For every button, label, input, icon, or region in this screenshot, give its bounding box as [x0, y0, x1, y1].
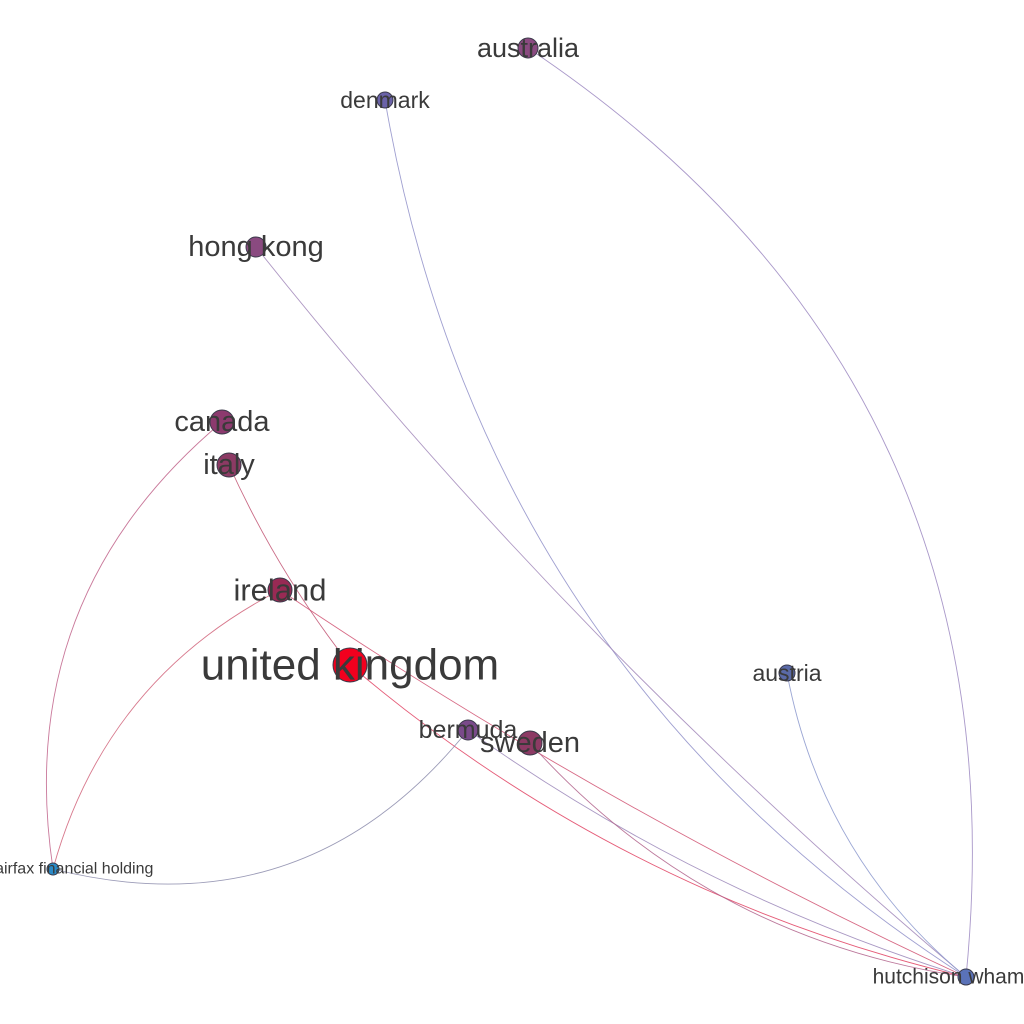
node-label-hong-kong: hong kong [188, 231, 323, 263]
node-label-australia: australia [477, 33, 580, 63]
node-denmark[interactable] [376, 91, 394, 109]
node-hong-kong[interactable] [245, 236, 267, 258]
edge-bermuda-hutchison [467, 729, 967, 978]
edge-austria-hutchison [786, 672, 967, 978]
node-austria[interactable] [778, 664, 796, 682]
node-label-fairfax: fairfax financial holding [0, 861, 153, 878]
node-label-canada: canada [174, 406, 270, 438]
edge-sweden-hutchison [529, 742, 967, 978]
node-label-united-kingdom: united kingdom [201, 641, 499, 690]
node-united-kingdom[interactable] [332, 647, 368, 683]
node-bermuda[interactable] [457, 719, 479, 741]
edges-layer [45, 47, 973, 978]
edge-hong-kong-hutchison [255, 246, 967, 978]
node-italy[interactable] [216, 452, 242, 478]
node-label-denmark: denmark [340, 87, 430, 113]
node-label-sweden: sweden [480, 727, 580, 759]
edge-ireland-fairfax [52, 589, 281, 870]
node-fairfax[interactable] [46, 862, 60, 876]
edge-canada-fairfax [45, 421, 223, 870]
edge-australia-hutchison [527, 47, 973, 978]
edge-fairfax-bermuda [52, 729, 469, 885]
nodes-layer [46, 37, 975, 986]
labels-layer: australia denmark hong kong canada italy irel… [0, 33, 1024, 989]
edge-italy-united-kingdom [228, 464, 351, 666]
node-label-ireland: ireland [233, 573, 326, 608]
node-label-bermuda: bermuda [419, 716, 518, 744]
edge-ireland-hutchison [279, 589, 967, 978]
node-label-hutchison: hutchison whampoa [873, 966, 1024, 989]
node-ireland[interactable] [267, 577, 293, 603]
edge-united-kingdom-hutchison [349, 664, 967, 978]
node-label-italy: italy [203, 449, 255, 481]
node-canada[interactable] [209, 409, 235, 435]
node-hutchison[interactable] [957, 968, 975, 986]
node-australia[interactable] [517, 37, 539, 59]
node-sweden[interactable] [517, 730, 543, 756]
node-label-austria: austria [752, 660, 821, 686]
edge-denmark-hutchison [384, 99, 967, 978]
